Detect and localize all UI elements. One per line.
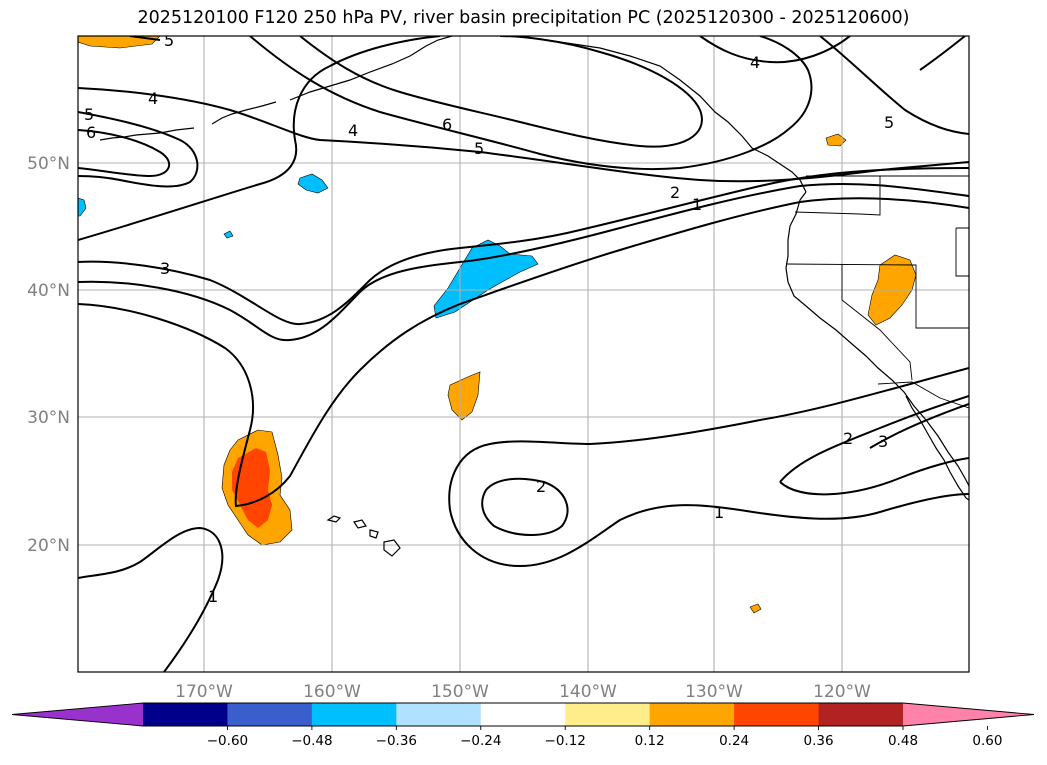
precip-blue-small — [223, 230, 234, 239]
lon-label: 140°W — [559, 682, 617, 702]
lon-label: 120°W — [813, 682, 871, 702]
map-title: 2025120100 F120 250 hPa PV, river basin … — [137, 8, 910, 28]
map-plot-area: 5 4 5 6 4 6 5 5 4 3 2 1 2 1 2 3 1 — [78, 31, 969, 672]
precip-orange-small-south — [749, 603, 762, 614]
border-washington-oregon — [794, 176, 881, 216]
contour-1-south — [78, 526, 224, 672]
coast-hawaii-4 — [383, 539, 401, 557]
colorbar-segment — [143, 703, 228, 726]
colorbar-segment — [227, 703, 313, 726]
lon-label: 150°W — [431, 682, 489, 702]
latitude-labels: 50°N 40°N 30°N 20°N — [27, 154, 70, 556]
precip-orange-top-left — [78, 36, 161, 49]
contour-4-west — [78, 36, 441, 241]
contour-5-top-left — [129, 36, 161, 41]
colorbar-extend-low — [12, 703, 143, 726]
contour-6-gulf — [299, 36, 703, 148]
map-frame — [77, 35, 970, 673]
colorbar-segment — [649, 703, 735, 726]
contour-4-north-pacific — [78, 87, 969, 183]
contour-4-northeast — [699, 36, 851, 64]
contour-label: 6 — [442, 115, 452, 134]
contour-5-gulf — [249, 36, 813, 171]
colorbar-tick-label: −0.12 — [545, 733, 586, 749]
colorbar-tick-label: 0.12 — [635, 733, 665, 749]
precip-orange-small-north — [825, 133, 847, 147]
contour-label: 4 — [750, 53, 760, 72]
contour-5-upper-right — [919, 36, 966, 71]
coast-hawaii-1 — [326, 515, 342, 523]
contour-5-northeast — [819, 36, 969, 135]
colorbar-tick-label: 0.36 — [804, 733, 834, 749]
lon-label: 160°W — [303, 682, 361, 702]
border-us-mexico — [877, 381, 969, 409]
contour-label: 4 — [348, 121, 358, 140]
contour-label: 1 — [714, 503, 724, 522]
contour-label: 3 — [878, 432, 888, 451]
precip-red-central-pacific — [232, 448, 272, 528]
contour-2-mid — [78, 182, 969, 342]
colorbar-tick-label: −0.24 — [460, 733, 501, 749]
precip-orange-mid-pacific — [447, 371, 481, 421]
contour-label: 6 — [86, 123, 96, 142]
coast-hawaii-3 — [369, 529, 379, 539]
colorbar-segment — [480, 703, 566, 726]
contour-label: 2 — [843, 429, 853, 448]
coastlines — [99, 36, 969, 557]
longitude-labels: 170°W 160°W 150°W 140°W 130°W 120°W — [175, 682, 871, 702]
colorbar-outline — [11, 702, 1035, 727]
lat-label: 50°N — [27, 154, 70, 174]
colorbar-segment — [396, 703, 482, 726]
contour-label: 5 — [884, 113, 894, 132]
colorbar: −0.60 −0.48 −0.36 −0.24 −0.12 0.12 0.24 0.36 0.4… — [11, 702, 1035, 749]
border-california-nevada — [841, 264, 913, 381]
contour-2-center — [481, 477, 569, 536]
contour-labels: 5 4 5 6 4 6 5 5 4 3 2 1 2 1 2 3 1 — [84, 31, 894, 606]
contour-label: 2 — [536, 477, 546, 496]
contour-label: 3 — [160, 259, 170, 278]
contour-1-south-center — [448, 367, 969, 568]
contour-5-north-pacific — [78, 111, 199, 188]
contour-label: 5 — [164, 31, 174, 50]
colorbar-tick-label: 0.48 — [888, 733, 918, 749]
colorbar-tick-label: −0.36 — [376, 733, 417, 749]
contour-label: 4 — [148, 89, 158, 108]
border-idaho — [955, 227, 969, 277]
colorbar-tick-label: 0.24 — [719, 733, 749, 749]
colorbar-segment — [818, 703, 904, 726]
contour-1-mid — [78, 197, 969, 508]
contour-label: 1 — [208, 587, 218, 606]
contour-label: 1 — [692, 195, 702, 214]
precip-blue-north-pacific — [297, 173, 329, 194]
colorbar-tick-label: −0.48 — [291, 733, 332, 749]
precip-shading — [78, 36, 917, 614]
contour-6-north-pacific — [78, 129, 171, 178]
coast-west-us — [785, 191, 969, 487]
contour-label: 5 — [474, 139, 484, 158]
contour-label: 5 — [84, 105, 94, 124]
colorbar-extend-high — [903, 703, 1034, 726]
precip-blue-left-edge — [78, 197, 87, 217]
lon-label: 170°W — [175, 682, 233, 702]
contour-3-mid — [78, 167, 969, 326]
gridlines — [78, 36, 969, 672]
pv-contours — [78, 36, 969, 672]
contour-3-east — [869, 403, 969, 449]
lat-label: 40°N — [27, 281, 70, 301]
contour-label: 2 — [670, 183, 680, 202]
coast-hawaii-2 — [353, 519, 367, 529]
border-oregon-california — [785, 263, 969, 329]
colorbar-segment — [311, 703, 397, 726]
lat-label: 30°N — [27, 408, 70, 428]
colorbar-segment — [565, 703, 651, 726]
lat-label: 20°N — [27, 536, 70, 556]
colorbar-segment — [734, 703, 820, 726]
coast-alaska — [289, 36, 807, 193]
contour-2-east — [779, 395, 969, 496]
colorbar-tick-label: 0.60 — [972, 733, 1002, 749]
lon-label: 130°W — [685, 682, 743, 702]
colorbar-tick-label: −0.60 — [207, 733, 248, 749]
